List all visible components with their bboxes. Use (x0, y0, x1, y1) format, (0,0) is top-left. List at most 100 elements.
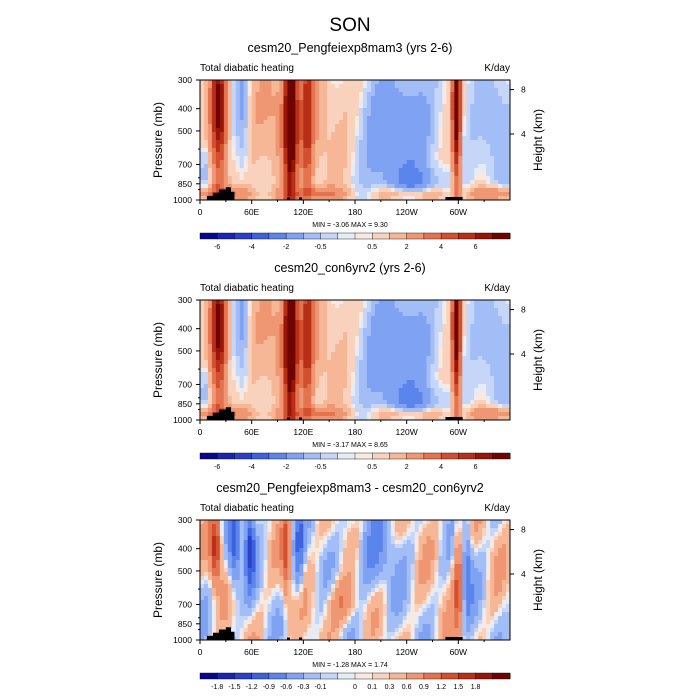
heatmap-cell (402, 316, 408, 321)
heatmap-cell (291, 108, 296, 113)
heatmap-cell (398, 128, 404, 133)
heatmap-cell (291, 356, 296, 361)
heatmap-cell (490, 408, 495, 413)
heatmap-cell (279, 308, 284, 313)
heatmap-cell (215, 404, 221, 409)
heatmap-cell (386, 392, 392, 397)
heatmap-cell (466, 384, 471, 389)
heatmap-cell (450, 328, 455, 333)
heatmap-cell (303, 168, 308, 173)
heatmap-cell (390, 188, 396, 193)
heatmap-cell (430, 180, 435, 185)
heatmap-cell (466, 380, 471, 385)
heatmap-cell (347, 132, 352, 137)
heatmap-cell (462, 108, 467, 113)
heatmap-cell (351, 356, 356, 361)
heatmap-cell (378, 108, 384, 113)
heatmap-cell (200, 568, 205, 573)
colorbar-swatch (458, 232, 477, 240)
heatmap-cell (219, 116, 225, 121)
heatmap-cell (470, 84, 475, 89)
heatmap-cell (275, 368, 280, 373)
heatmap-cell (470, 344, 475, 349)
heatmap-cell (470, 152, 475, 157)
heatmap-cell (271, 360, 276, 365)
heatmap-cell (335, 412, 340, 417)
heatmap-cell (327, 100, 332, 105)
heatmap-cell (327, 364, 332, 369)
heatmap-cell (470, 320, 475, 325)
heatmap-cell (307, 116, 312, 121)
heatmap-cell (486, 368, 491, 373)
heatmap-cell (382, 368, 388, 373)
heatmap-cell (311, 108, 316, 113)
heatmap-cell (422, 300, 427, 305)
heatmap-cell (319, 180, 324, 185)
heatmap-cell (211, 360, 217, 365)
heatmap-cell (339, 304, 344, 309)
heatmap-cell (355, 80, 360, 85)
heatmap-cell (362, 124, 368, 129)
colorbar-swatch (372, 452, 390, 460)
heatmap-cell (442, 400, 447, 405)
heatmap-cell (291, 100, 296, 105)
heatmap-cell (235, 112, 241, 117)
heatmap-cell (378, 356, 384, 361)
heatmap-cell (398, 108, 404, 113)
heatmap-cell (418, 316, 423, 321)
heatmap-cell (283, 312, 288, 317)
heatmap-cell (200, 612, 205, 617)
heatmap-cell (251, 400, 257, 405)
heatmap-cell (291, 320, 296, 325)
heatmap-cell (414, 352, 419, 357)
heatmap-cell (438, 396, 443, 401)
heatmap-cell (339, 352, 344, 357)
heatmap-cell (450, 88, 455, 93)
heatmap-cell (374, 116, 380, 121)
heatmap-cell (482, 360, 487, 365)
heatmap-cell (386, 388, 392, 393)
heatmap-cell (402, 156, 408, 161)
heatmap-cell (323, 308, 328, 313)
heatmap-cell (247, 96, 253, 101)
heatmap-cell (390, 108, 396, 113)
heatmap-cell (390, 376, 396, 381)
heatmap-cell (263, 84, 268, 89)
heatmap-cell (339, 364, 344, 369)
heatmap-cell (366, 84, 372, 89)
heatmap-cell (426, 332, 431, 337)
heatmap-cell (434, 92, 439, 97)
panel-title: cesm20_Pengfeiexp8mam3 - cesm20_con6yrv2 (216, 481, 484, 495)
heatmap-cell (454, 192, 459, 197)
heatmap-cell (287, 360, 292, 365)
heatmap-cell (323, 372, 328, 377)
heatmap-cell (247, 404, 253, 409)
heatmap-cell (414, 180, 419, 185)
heatmap-cell (458, 380, 463, 385)
heatmap-cell (442, 332, 447, 337)
heatmap-cell (366, 324, 372, 329)
heatmap-cell (291, 188, 296, 193)
heatmap-cell (203, 604, 209, 609)
heatmap-cell (299, 396, 304, 401)
heatmap-cell (259, 196, 264, 201)
heatmap-cell (454, 408, 459, 413)
heatmap-cell (506, 184, 511, 189)
heatmap-cell (339, 196, 344, 201)
heatmap-cell (438, 108, 443, 113)
heatmap-cell (251, 172, 257, 177)
heatmap-cell (450, 396, 455, 401)
heatmap-cell (454, 140, 459, 145)
heatmap-cell (259, 348, 264, 353)
heatmap-cell (506, 196, 511, 201)
heatmap-cell (227, 336, 233, 341)
heatmap-cell (490, 112, 495, 117)
heatmap-cell (319, 336, 324, 341)
heatmap-cell (207, 412, 213, 417)
heatmap-cell (283, 96, 288, 101)
heatmap-cell (406, 332, 412, 337)
heatmap-cell (362, 192, 368, 197)
heatmap-cell (498, 300, 503, 305)
y-axis-label: Pressure (mb) (151, 322, 165, 398)
heatmap-cell (339, 332, 344, 337)
